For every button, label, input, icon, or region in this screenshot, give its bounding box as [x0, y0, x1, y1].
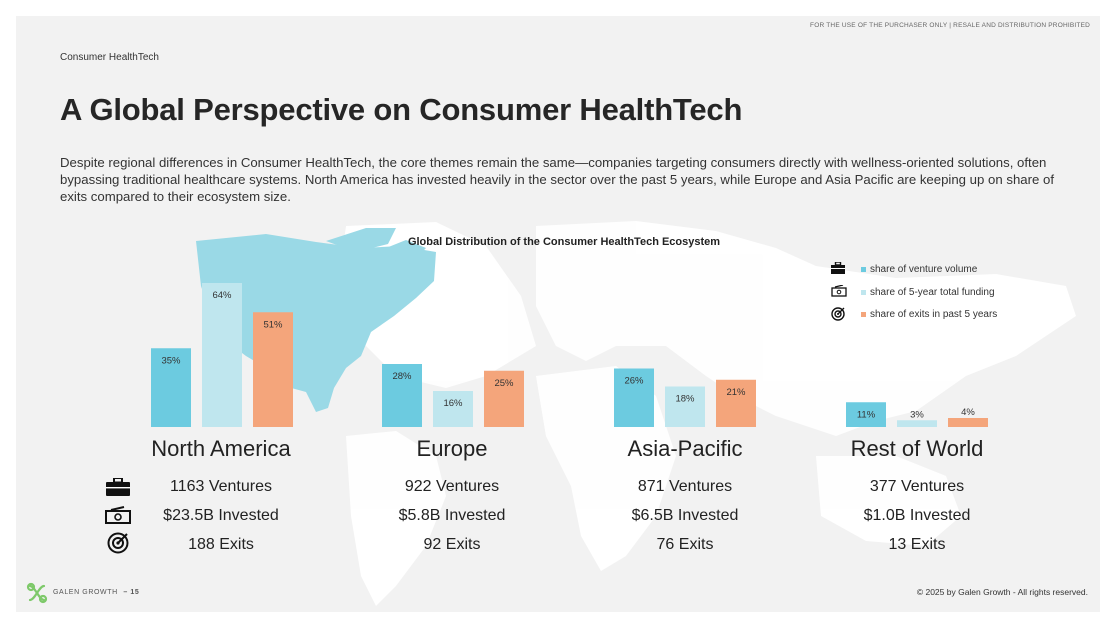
bar-rest-of-world-share-of-exits-in-past-5-years — [948, 418, 988, 427]
data-label-rest-of-world-share-of-venture-volume: 11% — [857, 409, 876, 420]
money-icon — [831, 284, 847, 302]
bar-north-america-share-of-venture-volume — [151, 348, 191, 427]
bar-north-america-share-of-exits-in-past-5-years — [253, 312, 293, 427]
copyright: © 2025 by Galen Growth - All rights rese… — [916, 587, 1088, 597]
bar-europe-share-of-exits-in-past-5-years — [484, 370, 524, 427]
briefcase-icon — [106, 477, 130, 501]
region-name-europe: Europe — [416, 436, 488, 461]
bar-europe-share-of-venture-volume — [382, 364, 422, 427]
bar-rest-of-world-share-of-venture-volume — [846, 402, 886, 427]
stat-exits-europe: 92 Exits — [423, 536, 481, 553]
stat-invested-europe: $5.8B Invested — [398, 507, 506, 524]
stat-exits-north-america: 188 Exits — [188, 536, 254, 553]
data-label-rest-of-world-share-of-exits-in-past-5-years: 4% — [961, 407, 975, 418]
legend-item-total-funding: share of 5-year total funding — [831, 284, 995, 300]
data-label-europe-share-of-venture-volume: 28% — [392, 371, 412, 382]
legend-label: share of venture volume — [870, 264, 978, 275]
legend-swatch — [861, 311, 866, 317]
page-number: – 15 — [123, 589, 140, 596]
data-label-north-america-share-of-5-year-total-funding: 64% — [212, 290, 232, 301]
data-label-north-america-share-of-exits-in-past-5-years: 51% — [263, 319, 283, 330]
brand-name: GALEN GROWTH — [53, 589, 118, 596]
data-label-europe-share-of-5-year-total-funding: 16% — [443, 398, 463, 409]
bar-rest-of-world-share-of-5-year-total-funding — [897, 420, 937, 427]
stat-ventures-europe: 922 Ventures — [404, 478, 500, 495]
section-label: Consumer HealthTech — [60, 52, 159, 63]
disclaimer: FOR THE USE OF THE PURCHASER ONLY | RESA… — [810, 22, 1090, 29]
intro-paragraph: Despite regional differences in Consumer… — [60, 155, 1054, 204]
data-label-north-america-share-of-venture-volume: 35% — [161, 355, 181, 366]
stat-invested-rest-of-world: $1.0B Invested — [863, 507, 971, 524]
slide: FOR THE USE OF THE PURCHASER ONLY | RESA… — [16, 16, 1100, 612]
page-title: A Global Perspective on Consumer HealthT… — [60, 92, 743, 127]
target-icon — [107, 532, 129, 559]
target-icon — [831, 307, 845, 326]
data-label-europe-share-of-exits-in-past-5-years: 25% — [494, 378, 514, 389]
region-name-north-america: North America — [151, 436, 291, 461]
chart-title: Global Distribution of the Consumer Heal… — [407, 236, 721, 248]
bar-chart: 35% 64% 51% 28% 16% 25% 26% 18% 21% 11% 3% 4% — [151, 283, 988, 427]
stat-ventures-asia-pacific: 871 Ventures — [637, 478, 733, 495]
bar-north-america-share-of-5-year-total-funding — [202, 283, 242, 427]
data-label-rest-of-world-share-of-5-year-total-funding: 3% — [910, 409, 924, 420]
bar-asia-pacific-share-of-5-year-total-funding — [665, 386, 705, 427]
briefcase-icon — [831, 261, 845, 279]
money-icon — [105, 506, 131, 529]
bar-asia-pacific-share-of-venture-volume — [614, 368, 654, 427]
legend-item-exits: share of exits in past 5 years — [831, 307, 998, 322]
legend-swatch — [861, 266, 866, 272]
legend-swatch — [861, 289, 866, 295]
legend-item-venture-volume: share of venture volume — [831, 261, 978, 277]
legend-label: share of exits in past 5 years — [870, 309, 998, 320]
north-america-highlight — [196, 234, 436, 412]
data-label-asia-pacific-share-of-exits-in-past-5-years: 21% — [726, 387, 746, 398]
region-name-asia-pacific: Asia-Pacific — [627, 436, 743, 461]
bar-europe-share-of-5-year-total-funding — [433, 391, 473, 427]
bar-asia-pacific-share-of-exits-in-past-5-years — [716, 379, 756, 427]
world-map-background — [196, 221, 1076, 606]
data-label-asia-pacific-share-of-venture-volume: 26% — [624, 376, 644, 387]
stat-invested-asia-pacific: $6.5B Invested — [631, 507, 739, 524]
data-label-asia-pacific-share-of-5-year-total-funding: 18% — [675, 394, 695, 405]
footer-brand: GALEN GROWTH – 15 — [53, 589, 139, 596]
stat-exits-asia-pacific: 76 Exits — [656, 536, 714, 553]
stat-ventures-north-america: 1163 Ventures — [169, 478, 272, 495]
galen-growth-logo — [26, 582, 48, 609]
stat-invested-north-america: $23.5B Invested — [163, 507, 279, 524]
stat-exits-rest-of-world: 13 Exits — [888, 536, 946, 553]
stat-ventures-rest-of-world: 377 Ventures — [869, 478, 965, 495]
legend-label: share of 5-year total funding — [870, 287, 995, 298]
region-name-rest-of-world: Rest of World — [850, 436, 984, 461]
